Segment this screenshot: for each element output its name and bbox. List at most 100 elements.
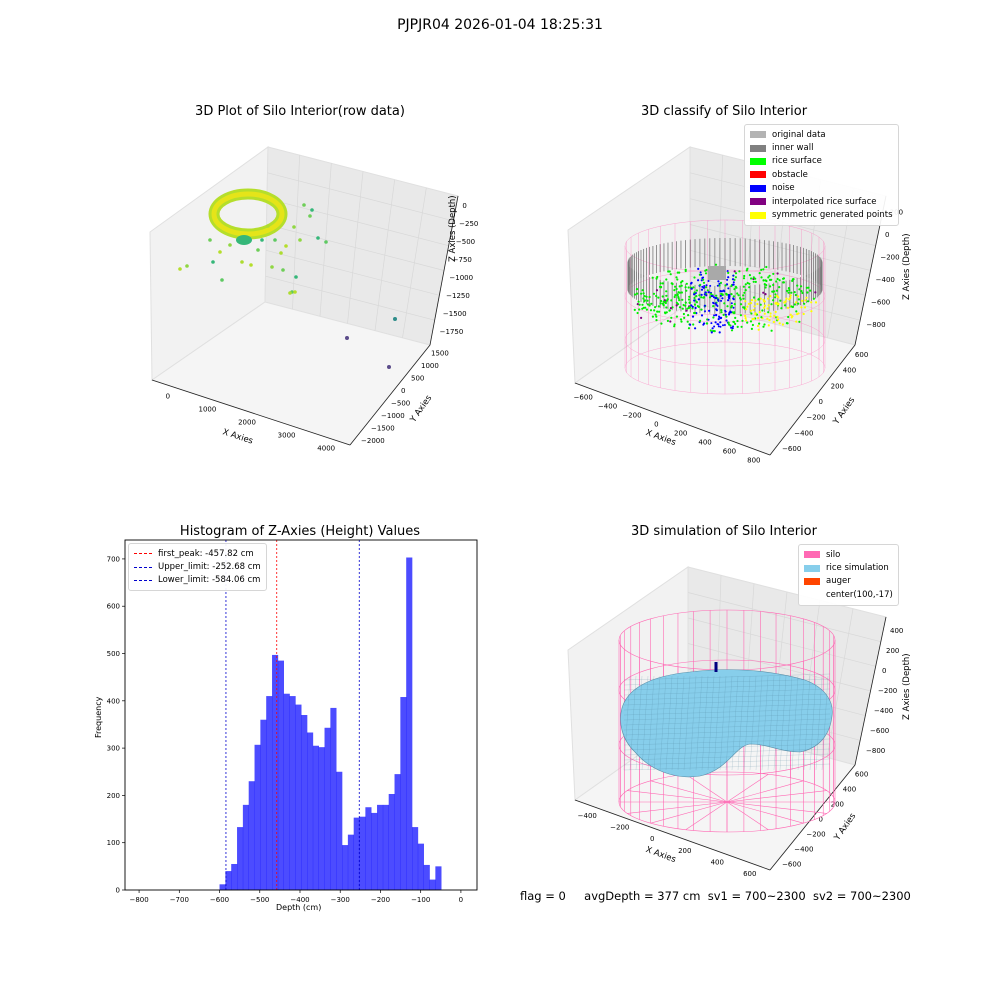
classified-point [708,309,711,312]
x-tick-label: 800 [747,457,760,465]
classified-point [733,270,736,273]
legend-swatch [750,144,766,152]
classified-point [697,267,700,270]
classified-point [742,294,745,297]
status-avg-depth: avgDepth = 377 cm [584,889,701,903]
classified-point [744,300,747,303]
classified-point [676,278,679,281]
classified-point [687,314,690,317]
classified-point [789,296,792,299]
classified-point [691,305,694,308]
classified-point [655,294,658,298]
scatter-point [279,251,283,255]
noise-point [703,285,706,287]
noise-point [712,302,715,305]
noise-point [732,325,734,328]
classified-point [709,329,712,332]
panel2-x-axis [574,382,771,456]
scatter-point [240,260,244,264]
x-tick-label: 4000 [317,445,335,453]
classified-point [706,289,709,292]
scatter-point [292,225,296,229]
histogram-bar [231,863,238,890]
classified-point [680,320,683,323]
classified-point [805,296,808,299]
classified-point [695,289,699,292]
y-tick-label: 700 [107,555,120,563]
classified-point [791,315,794,318]
noise-point [715,313,718,316]
x-tick-label: 600 [723,448,736,456]
classified-point [744,314,747,317]
classified-point [655,289,659,292]
classified-point [708,296,712,299]
histogram-bar [277,660,284,890]
classified-point [636,311,639,315]
classified-point [763,300,766,303]
classified-point [734,272,738,275]
histogram-bar [266,696,273,890]
panel2-zlabel: Z Axies (Depth) [902,233,912,300]
classified-point [665,290,668,293]
classified-point [720,311,723,314]
classified-point [702,281,706,284]
classified-point [648,295,651,299]
panel2-title: 3D classify of Silo Interior [640,104,808,119]
classified-point [772,320,776,324]
classified-point [771,290,774,293]
classified-point [762,279,765,282]
y-tick-label: 1500 [431,349,449,357]
histogram-bar [254,744,261,890]
histogram-bar [318,747,325,890]
classified-point [713,330,716,333]
noise-point [718,315,720,318]
legend-item-silo: silo [804,548,893,561]
classified-point [743,291,746,294]
classified-point [656,310,659,313]
scatter-point [178,267,182,271]
x-tick-label: 0 [654,421,658,429]
classified-point [777,318,780,321]
classified-point [810,301,813,304]
classified-point [776,303,779,306]
classified-point [658,310,661,313]
classified-point [772,283,775,287]
classified-point [748,282,751,285]
classified-point [700,296,703,299]
legend-label: rice surface [772,156,822,167]
legend-item-interpolated: interpolated rice surface [750,195,893,208]
classified-point [678,306,682,309]
histogram-chart[interactable]: −800 −700 −600 −500 −400 −300 −200 −100 0 0 100 20… [80,530,500,920]
histogram-bar [225,871,232,890]
panel4-3d-plot[interactable]: −400 −200 0 200 400 600 600 400 200 0 −200 −400 −600… [560,550,920,880]
histogram-bar [412,827,419,890]
scatter-point [316,236,320,240]
x-tick-label: −400 [578,812,597,820]
classified-point [742,306,745,309]
noise-point [716,305,719,307]
y-tick-label: −200 [806,414,825,422]
classified-point [712,305,715,308]
noise-point [704,310,706,313]
classified-point [762,325,765,328]
classified-point [669,273,672,276]
legend-item-original-data: original data [750,128,893,141]
histogram-bar [423,864,430,890]
classified-point [767,311,770,314]
classified-point [750,302,753,305]
legend-label: original data [772,129,826,140]
classified-point [665,278,668,281]
noise-point [701,285,704,288]
panel1-x-axis [151,379,351,446]
status-flag: flag = 0 [520,889,566,903]
scatter-point [273,238,277,242]
noise-point [717,325,720,328]
noise-point [719,294,722,297]
classified-point [717,318,720,321]
panel1-3d-plot[interactable]: 0 1000 2000 3000 4000 1500 1000 500 0 −500 −1000 −1… [130,130,510,470]
classified-point [801,299,804,302]
noise-point [717,299,720,302]
classified-point [738,270,741,273]
classified-point [687,286,690,289]
classified-point [675,301,679,304]
